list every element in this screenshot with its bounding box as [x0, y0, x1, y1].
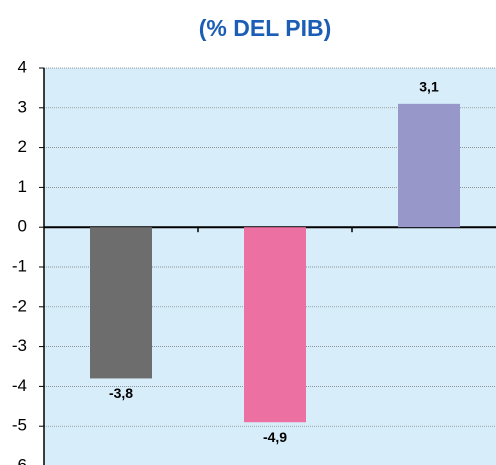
y-tick-label: -4 [12, 376, 27, 395]
y-tick-label: 0 [18, 217, 27, 236]
y-tick-label: -5 [12, 416, 27, 435]
data-label: -4,9 [263, 429, 287, 445]
y-tick-label: -3 [12, 336, 27, 355]
data-label: 3,1 [419, 79, 439, 95]
y-tick-label: 1 [18, 177, 27, 196]
y-tick-label: 3 [18, 97, 27, 116]
bar [398, 103, 460, 228]
y-tick-label: -2 [12, 296, 27, 315]
y-tick-label: 2 [18, 137, 27, 156]
bar [90, 227, 152, 379]
chart-title: (% DEL PIB) [199, 15, 331, 41]
y-tick-label: 4 [18, 57, 27, 76]
y-tick-label: -1 [12, 256, 27, 275]
data-label: -3,8 [109, 385, 133, 401]
y-tick-label: -6 [12, 455, 27, 465]
bar [244, 227, 306, 423]
